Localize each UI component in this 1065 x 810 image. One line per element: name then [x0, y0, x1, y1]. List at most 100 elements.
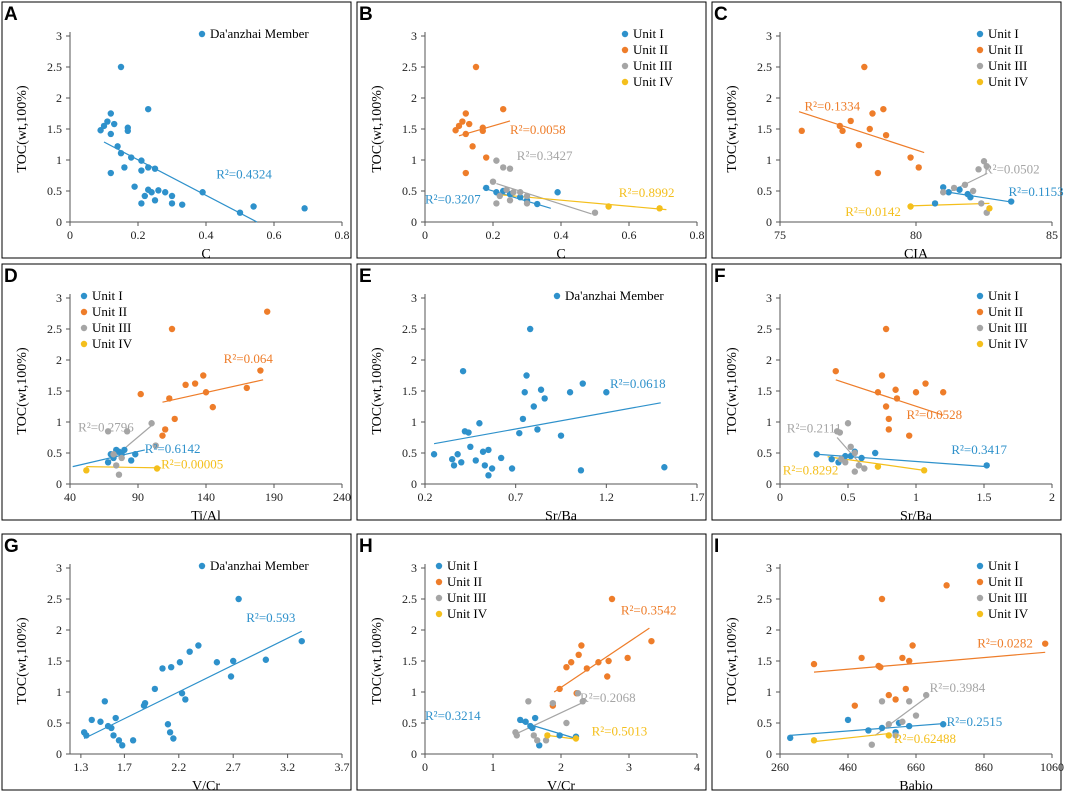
data-point — [262, 656, 270, 663]
data-point — [202, 389, 210, 396]
data-point — [503, 186, 510, 193]
y-tick-label: 1.5 — [402, 654, 417, 668]
data-point — [123, 428, 131, 435]
x-tick-label: 260 — [771, 760, 789, 774]
legend-label: Unit IV — [988, 606, 1029, 621]
data-point — [523, 192, 531, 200]
data-point — [566, 389, 574, 396]
x-tick-label: 0 — [422, 760, 428, 774]
legend-label: Unit II — [988, 304, 1023, 319]
y-tick-label: 1.5 — [757, 654, 772, 668]
y-tick-label: 0 — [56, 215, 62, 229]
panel-letter: H — [359, 536, 373, 557]
data-point — [838, 456, 845, 463]
y-tick-label: 0 — [56, 477, 62, 491]
data-point — [250, 203, 257, 210]
y-tick-label: 1 — [411, 685, 417, 699]
y-tick-label: 2 — [56, 353, 62, 367]
y-tick-label: 0.5 — [47, 716, 62, 730]
legend-label: Unit III — [447, 590, 486, 605]
data-point — [449, 456, 456, 463]
x-tick-label: 0.8 — [335, 228, 350, 242]
data-point — [906, 722, 913, 730]
x-tick-label: 1 — [913, 490, 919, 504]
y-axis-label: TOC(wt,100%) — [725, 617, 740, 705]
y-tick-label: 0 — [411, 215, 417, 229]
r2-label: R²=0.1153 — [1008, 184, 1063, 199]
data-point — [132, 451, 139, 458]
data-point — [844, 420, 852, 427]
r2-label: R²=0.8992 — [619, 185, 675, 200]
r2-label: R²=0.00005 — [161, 457, 223, 472]
data-point — [909, 642, 916, 649]
data-point — [472, 457, 479, 464]
data-point — [450, 462, 458, 469]
data-point — [83, 732, 90, 739]
data-point — [159, 665, 166, 672]
data-point — [191, 380, 199, 387]
data-point — [168, 325, 176, 333]
data-point — [605, 657, 612, 665]
x-tick-label: 0 — [422, 228, 428, 242]
data-point — [608, 595, 616, 603]
data-point — [141, 192, 148, 200]
data-point — [575, 651, 582, 658]
legend-marker — [976, 594, 984, 602]
data-point — [459, 118, 466, 125]
legend-label: Unit IV — [633, 74, 674, 89]
r2-label: R²=0.62488 — [894, 731, 956, 746]
trendline — [835, 379, 944, 416]
data-point — [108, 724, 115, 732]
panel-letter: F — [714, 266, 726, 287]
x-tick-label: 3.2 — [280, 760, 295, 774]
data-point — [257, 367, 264, 374]
data-point — [861, 465, 868, 472]
y-tick-label: 1 — [56, 685, 62, 699]
legend-label: Unit I — [988, 558, 1019, 573]
legend-marker — [621, 46, 629, 54]
data-point — [138, 167, 145, 174]
data-point — [111, 120, 118, 128]
y-axis-label: TOC(wt,100%) — [725, 347, 740, 435]
data-point — [940, 389, 947, 396]
panel-letter: A — [4, 4, 18, 25]
data-point — [454, 451, 461, 458]
data-point — [534, 737, 541, 744]
data-point — [168, 200, 176, 207]
panel-a: A 0 0.2 0.4 0.6 0.8 0 0.5 1 1.5 2 2.5 3 C TOC(wt,100%)… — [1, 1, 352, 262]
legend-marker — [976, 46, 984, 54]
data-point — [497, 454, 505, 462]
data-point — [902, 685, 909, 693]
data-point — [195, 642, 202, 649]
y-tick-label: 3 — [56, 291, 62, 305]
data-point — [104, 428, 112, 435]
data-point — [874, 169, 882, 177]
data-point — [906, 657, 913, 665]
data-point — [578, 642, 585, 649]
x-tick-label: 460 — [839, 760, 857, 774]
data-point — [574, 690, 582, 697]
data-point — [583, 665, 591, 672]
r2-label: R²=0.3214 — [425, 708, 481, 723]
data-point — [459, 367, 467, 375]
data-point — [472, 63, 480, 71]
legend-marker — [976, 292, 984, 300]
panel-b: B 0 0.2 0.4 0.6 0.8 0 0.5 1 1.5 2 2.5 3 C TOC(wt,100%)… — [356, 1, 707, 262]
data-point — [869, 110, 876, 117]
data-point — [810, 660, 818, 668]
y-tick-label: 3 — [56, 561, 62, 575]
data-point — [554, 189, 561, 196]
data-point — [128, 154, 135, 161]
legend-marker — [976, 340, 984, 348]
data-point — [517, 189, 524, 196]
data-point — [138, 157, 145, 164]
legend-marker — [976, 78, 984, 86]
data-point — [159, 432, 166, 439]
data-point — [521, 389, 528, 396]
data-point — [481, 462, 489, 469]
data-point — [522, 718, 529, 725]
legend-marker — [80, 324, 88, 332]
data-point — [104, 118, 111, 125]
y-tick-label: 0.5 — [402, 446, 417, 460]
data-point — [476, 420, 483, 427]
